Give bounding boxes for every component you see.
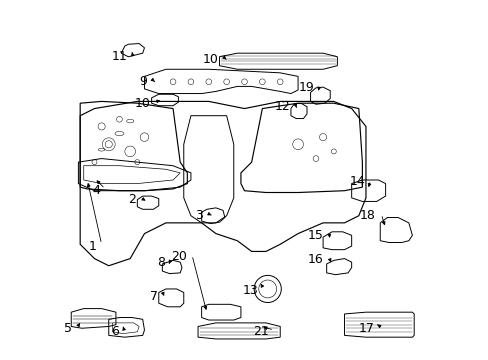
- Text: 14: 14: [349, 175, 365, 188]
- Text: 11: 11: [111, 50, 127, 63]
- Text: 20: 20: [170, 250, 186, 263]
- Text: 10: 10: [135, 97, 151, 110]
- Text: 3: 3: [195, 209, 203, 222]
- Text: 6: 6: [111, 325, 119, 338]
- Text: 8: 8: [157, 256, 165, 269]
- Text: 4: 4: [92, 184, 100, 197]
- Text: 12: 12: [274, 100, 290, 113]
- Text: 10: 10: [203, 53, 218, 66]
- Text: 2: 2: [127, 193, 135, 206]
- Text: 21: 21: [252, 325, 268, 338]
- Text: 7: 7: [150, 289, 158, 303]
- Text: 16: 16: [307, 253, 323, 266]
- Text: 9: 9: [139, 75, 147, 88]
- Text: 15: 15: [307, 229, 323, 242]
- Text: 18: 18: [359, 209, 375, 222]
- Text: 1: 1: [88, 240, 96, 253]
- Text: 19: 19: [298, 81, 313, 94]
- Text: 17: 17: [358, 322, 374, 335]
- Text: 5: 5: [64, 322, 72, 335]
- Text: 13: 13: [242, 284, 258, 297]
